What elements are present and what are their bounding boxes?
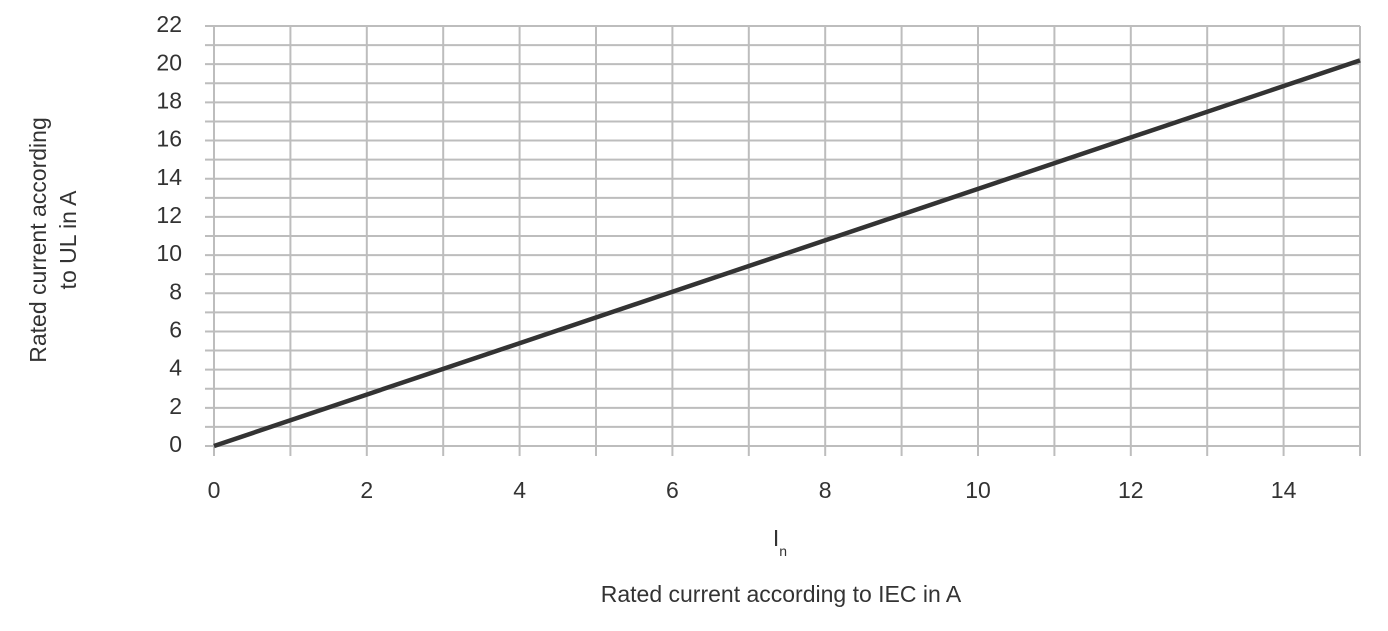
y-tick-label: 10 — [156, 240, 182, 266]
x-tick-label: 4 — [513, 477, 526, 503]
x-symbol-sub: n — [779, 543, 787, 559]
y-title: to UL in A — [55, 190, 81, 290]
y-tick-label: 16 — [156, 126, 182, 152]
y-tick-label: 18 — [156, 87, 182, 113]
y-tick-label: 14 — [156, 164, 182, 190]
y-tick-label: 0 — [169, 431, 182, 457]
y-tick-label: 6 — [169, 317, 182, 343]
x-tick-label: 2 — [360, 477, 373, 503]
x-tick-label: 6 — [666, 477, 679, 503]
data-line — [213, 58, 1361, 449]
x-symbol: In — [773, 525, 787, 559]
x-tick-label: 14 — [1271, 477, 1297, 503]
y-tick-label: 8 — [169, 278, 182, 304]
y-tick-label: 22 — [156, 11, 182, 37]
x-tick-label: 10 — [965, 477, 991, 503]
x-tick-label: 0 — [208, 477, 221, 503]
x-tick-label: 8 — [819, 477, 832, 503]
y-tick-label: 4 — [169, 355, 182, 381]
y-tick-label: 12 — [156, 202, 182, 228]
x-symbol-main: I — [773, 525, 779, 551]
y-title: Rated current according — [25, 117, 51, 362]
x-title: Rated current according to IEC in A — [601, 581, 962, 607]
x-tick-label: 12 — [1118, 477, 1144, 503]
y-tick-label: 2 — [169, 393, 182, 419]
y-tick-label: 20 — [156, 49, 182, 75]
